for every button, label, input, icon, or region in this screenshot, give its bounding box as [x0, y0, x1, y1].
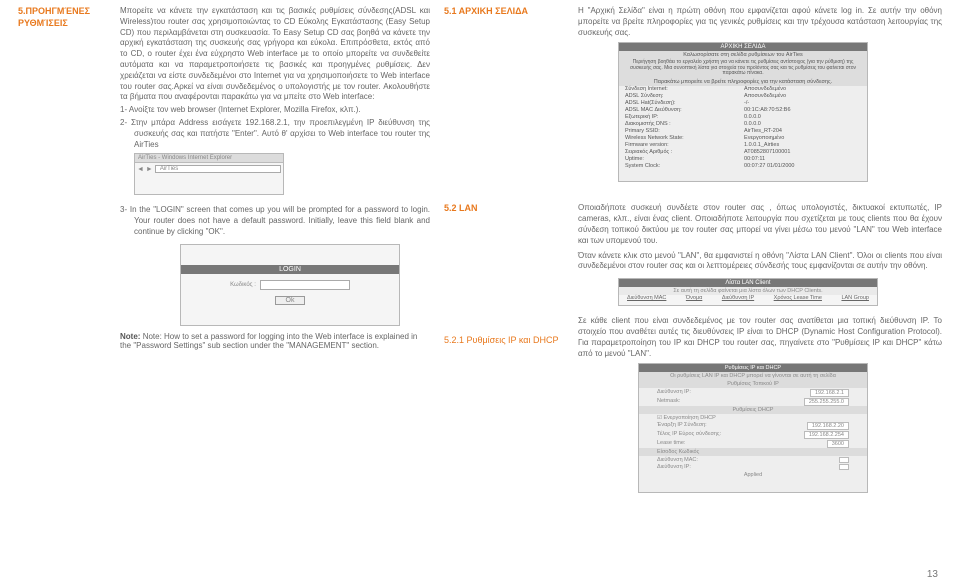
section-5-para: Μπορείτε να κάνετε την εγκατάσταση και τ…: [120, 6, 430, 103]
dhcp-settings-screenshot: Ρυθμίσεις IP και DHCP Οι ρυθμίσεις LAN I…: [638, 363, 868, 493]
page-number: 13: [927, 569, 938, 580]
login-password-input[interactable]: [260, 280, 350, 290]
step-3: 3- In the "LOGIN" screen that comes up y…: [120, 205, 430, 237]
step-1: 1- Ανοίξτε τον web browser (Internet Exp…: [120, 105, 430, 116]
login-screenshot: LOGIN Κωδικός : Ok: [180, 244, 400, 326]
step-2: 2- Στην μπάρα Address εισάγετε 192.168.2…: [120, 118, 430, 150]
section-5-2-para1: Οποιαδήποτε συσκευή συνδέετε στον router…: [578, 203, 942, 246]
section-5-2-title: 5.2 LAN: [444, 203, 564, 215]
section-5-1-para: Η "Αρχική Σελίδα" είναι η πρώτη οθόνη πο…: [578, 6, 942, 38]
section-5-2-1-para: Σε κάθε client που είναι συνδεδεμένος με…: [578, 316, 942, 359]
section-5-2-1-title: 5.2.1 Ρυθμίσεις IP και DHCP: [444, 335, 564, 345]
section-5-1-title: 5.1 ΑΡΧΙΚΗ ΣΕΛΙΔΑ: [444, 6, 564, 18]
section-5-2-para2: Όταν κάνετε κλικ στο μενού "LAN", θα εμφ…: [578, 251, 942, 273]
status-screenshot: ΑΡΧΙΚΗ ΣΕΛΙΔΑ Καλωσορίσατε στη σελίδα ρυ…: [618, 42, 868, 182]
password-note: Note: Note: How to set a password for lo…: [120, 332, 430, 350]
section-5-label: 5.ΠΡΟΗΓΜΈΝΕΣ ΡΥΘΜΊΣΕΙΣ: [18, 6, 106, 29]
lan-client-screenshot: Λίστα LAN Client Σε αυτή τη σελίδα φαίνε…: [618, 278, 878, 306]
login-ok-button[interactable]: Ok: [275, 296, 306, 305]
ie-address-screenshot: AirTies - Windows Internet Explorer ◄ ► …: [134, 153, 284, 195]
